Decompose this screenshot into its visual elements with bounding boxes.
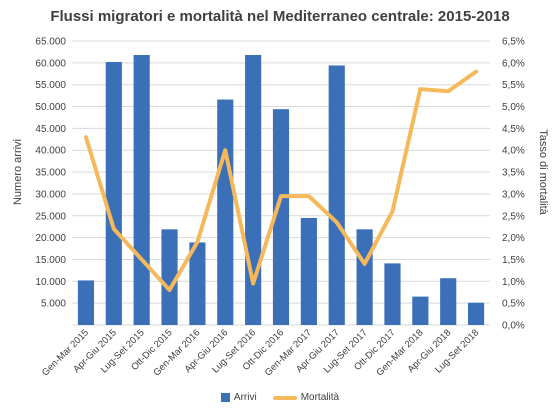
y-tick-label-right: 5,0%	[502, 102, 525, 113]
y-tick-label-right: 0,5%	[502, 299, 525, 310]
legend: Arrivi Mortalità	[0, 392, 560, 403]
y-tick-label-left: 45.000	[35, 124, 66, 135]
y-tick-label-right: 2,0%	[502, 233, 525, 244]
y-tick-label-left: 15.000	[35, 255, 66, 266]
legend-swatch-mortalita	[272, 395, 297, 400]
legend-label-arrivi: Arrivi	[233, 392, 257, 403]
bar	[440, 278, 457, 325]
y-tick-label-right: 0,0%	[502, 321, 525, 332]
bar	[384, 263, 401, 325]
bar	[412, 296, 429, 325]
y-tick-label-left: 50.000	[35, 102, 66, 113]
y-tick-label-right: 4,0%	[502, 146, 525, 157]
bar	[467, 302, 485, 325]
y-tick-label-left: 55.000	[35, 80, 66, 91]
bar	[77, 280, 95, 325]
y-tick-label-left: 40.000	[35, 146, 66, 157]
bar	[300, 217, 317, 325]
y-tick-label-left: 60.000	[35, 58, 66, 69]
legend-item-arrivi: Arrivi	[220, 392, 257, 403]
bar	[161, 229, 178, 325]
bar	[356, 229, 373, 325]
y-tick-label-left: 10.000	[35, 277, 66, 288]
bar	[105, 61, 122, 325]
y-tick-label-right: 5,5%	[502, 80, 525, 91]
y-tick-label-right: 3,5%	[502, 168, 525, 179]
legend-label-mortalita: Mortalità	[300, 392, 340, 403]
y-tick-label-right: 4,5%	[502, 124, 525, 135]
x-tick-label: Gen-Mar 2015	[40, 327, 91, 378]
y-tick-label-right: 3,0%	[502, 189, 525, 200]
bar	[133, 54, 150, 325]
legend-item-mortalita: Mortalità	[272, 392, 340, 403]
y-tick-label-left: 20.000	[35, 233, 66, 244]
y-tick-label-left: 65.000	[35, 37, 66, 48]
y-tick-label-left: 5.000	[41, 299, 66, 310]
y-tick-label-right: 1,0%	[502, 277, 525, 288]
y-tick-label-right: 2,5%	[502, 211, 525, 222]
y-tick-label-right: 6,0%	[502, 58, 525, 69]
y-tick-label-left: 25.000	[35, 211, 66, 222]
legend-swatch-arrivi	[220, 393, 230, 402]
y-tick-label-right: 6,5%	[502, 37, 525, 48]
bar	[328, 65, 345, 326]
y-tick-label-left: 30.000	[35, 189, 66, 200]
bar	[217, 99, 234, 325]
y-tick-label-left: 35.000	[35, 168, 66, 179]
bar	[189, 242, 206, 325]
chart-title: Flussi migratori e mortalità nel Mediter…	[50, 8, 510, 25]
y-tick-label-right: 1,5%	[502, 255, 525, 266]
series-line-mortalita	[83, 69, 479, 293]
bar	[272, 109, 290, 325]
